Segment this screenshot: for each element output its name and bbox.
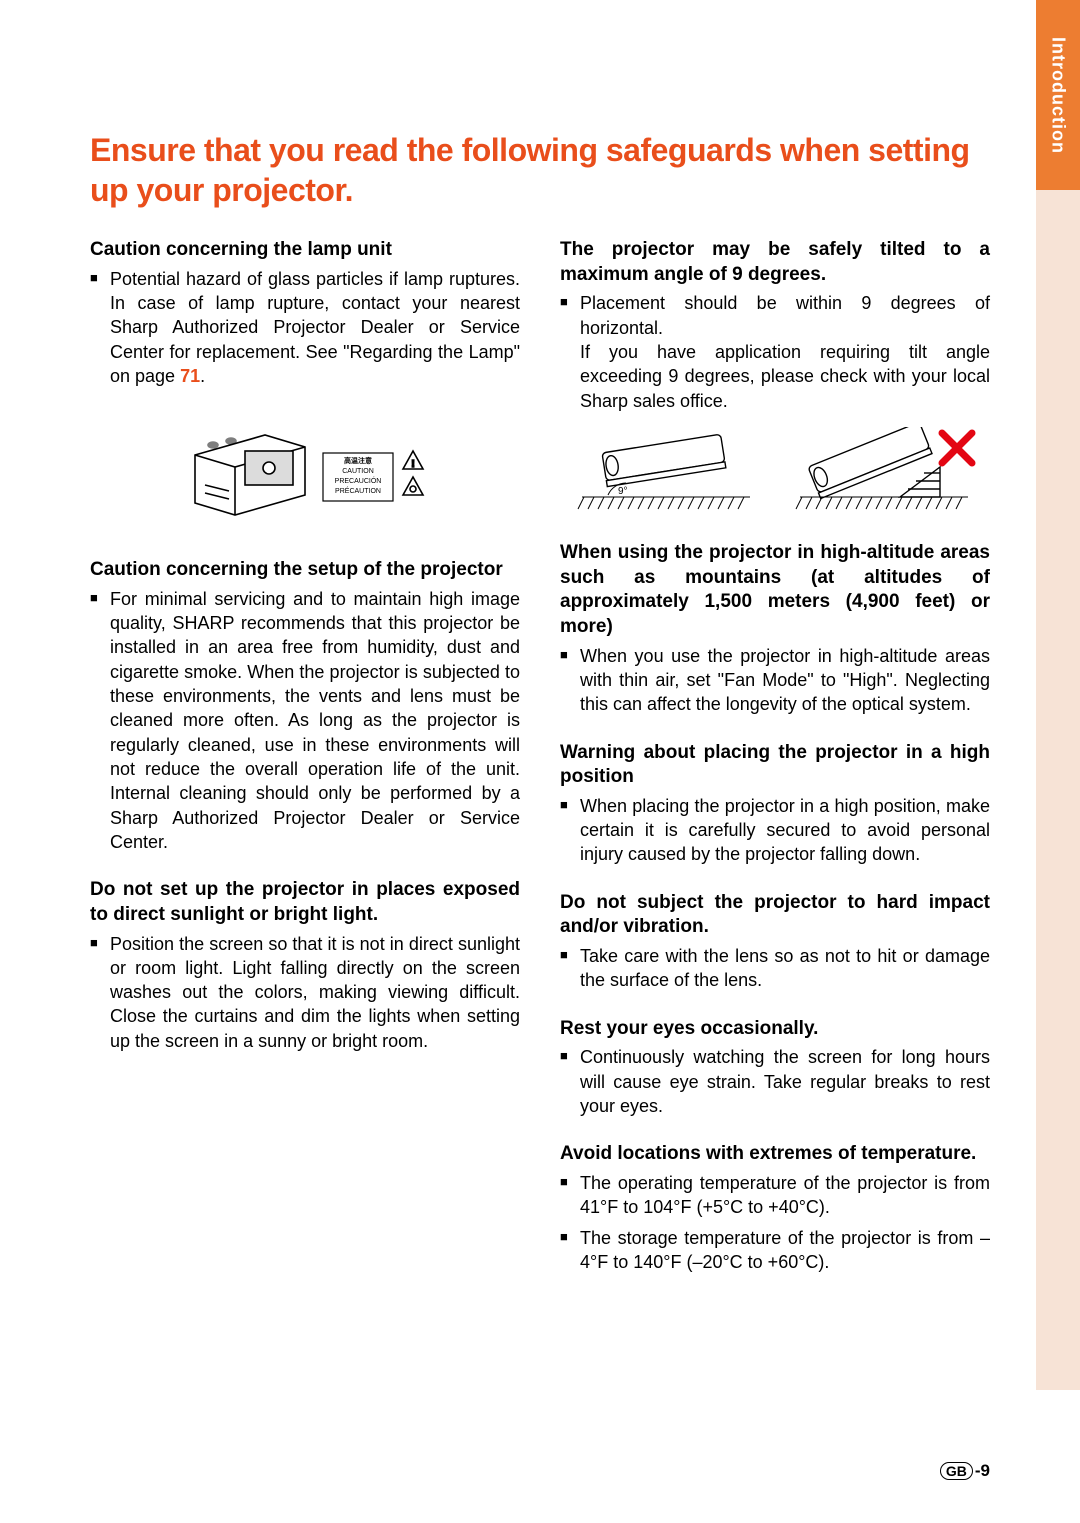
caution-label-fr: PRÉCAUTION — [335, 486, 381, 495]
section-body-list: Placement should be within 9 degrees of … — [560, 291, 990, 412]
section-body-list: Potential hazard of glass particles if l… — [90, 267, 520, 388]
svg-text:!: ! — [411, 459, 414, 470]
columns: Caution concerning the lamp unit Potenti… — [90, 238, 990, 1298]
caution-label-en: CAUTION — [342, 468, 374, 475]
section-body-list: Continuously watching the screen for lon… — [560, 1045, 990, 1118]
tilt-bad-panel — [790, 427, 978, 517]
cross-icon — [942, 433, 972, 463]
section-title: Rest your eyes occasionally. — [560, 1017, 990, 1042]
list-item: Continuously watching the screen for lon… — [580, 1045, 990, 1118]
section-body-list: Position the screen so that it is not in… — [90, 932, 520, 1053]
section-title: Do not set up the projector in places ex… — [90, 878, 520, 927]
section-body-list: Take care with the lens so as not to hit… — [560, 944, 990, 993]
list-item: When you use the projector in high-altit… — [580, 644, 990, 717]
section-title: Caution concerning the setup of the proj… — [90, 558, 520, 583]
list-item: Placement should be within 9 degrees of … — [580, 291, 990, 412]
section-setup: Caution concerning the setup of the proj… — [90, 558, 520, 854]
list-item: For minimal servicing and to maintain hi… — [110, 587, 520, 854]
section-impact: Do not subject the projector to hard imp… — [560, 891, 990, 993]
page-reference[interactable]: 71 — [180, 366, 200, 386]
section-tilt: The projector may be safely tilted to a … — [560, 238, 990, 413]
side-tab-inactive — [1036, 190, 1080, 1390]
body-text: If you have application requiring tilt a… — [580, 342, 990, 411]
page-region-badge: GB — [940, 1462, 973, 1480]
list-item: Take care with the lens so as not to hit… — [580, 944, 990, 993]
section-title: Warning about placing the projector in a… — [560, 741, 990, 790]
side-tab: Introduction — [1036, 0, 1080, 1390]
side-tab-label: Introduction — [1048, 37, 1069, 154]
body-text: Placement should be within 9 degrees of … — [580, 293, 990, 337]
section-title: When using the projector in high-altitud… — [560, 541, 990, 640]
body-text-tail: . — [200, 366, 205, 386]
caution-label-jp: 高温注意 — [344, 456, 372, 465]
tilt-figure: 9° — [560, 427, 990, 517]
tilt-angle-label: 9° — [618, 486, 628, 497]
page-content: Ensure that you read the following safeg… — [90, 130, 990, 1298]
section-title: Caution concerning the lamp unit — [90, 238, 520, 263]
list-item: The operating temperature of the project… — [580, 1171, 990, 1220]
section-lamp: Caution concerning the lamp unit Potenti… — [90, 238, 520, 388]
section-sunlight: Do not set up the projector in places ex… — [90, 878, 520, 1053]
page-num-value: -9 — [975, 1461, 990, 1480]
section-altitude: When using the projector in high-altitud… — [560, 541, 990, 717]
side-tab-active: Introduction — [1036, 0, 1080, 190]
lamp-unit-figure: 高温注意 CAUTION PRECAUCIÓN PRÉCAUTION ! — [90, 412, 520, 532]
list-item: Potential hazard of glass particles if l… — [110, 267, 520, 388]
section-title: Avoid locations with extremes of tempera… — [560, 1142, 990, 1167]
tilt-ok-panel: 9° — [572, 427, 760, 517]
caution-label-es: PRECAUCIÓN — [335, 476, 382, 485]
section-title: The projector may be safely tilted to a … — [560, 238, 990, 287]
section-title: Do not subject the projector to hard imp… — [560, 891, 990, 940]
list-item: When placing the projector in a high pos… — [580, 794, 990, 867]
body-text: Potential hazard of glass particles if l… — [110, 269, 520, 386]
right-column: The projector may be safely tilted to a … — [560, 238, 990, 1298]
main-heading: Ensure that you read the following safeg… — [90, 130, 990, 210]
left-column: Caution concerning the lamp unit Potenti… — [90, 238, 520, 1298]
list-item: The storage temperature of the projector… — [580, 1226, 990, 1275]
section-body-list: For minimal servicing and to maintain hi… — [90, 587, 520, 854]
section-high-position: Warning about placing the projector in a… — [560, 741, 990, 867]
section-body-list: The operating temperature of the project… — [560, 1171, 990, 1274]
page-number: GB-9 — [940, 1461, 990, 1481]
section-temperature: Avoid locations with extremes of tempera… — [560, 1142, 990, 1274]
section-eyes: Rest your eyes occasionally. Continuousl… — [560, 1017, 990, 1119]
list-item: Position the screen so that it is not in… — [110, 932, 520, 1053]
section-body-list: When placing the projector in a high pos… — [560, 794, 990, 867]
section-body-list: When you use the projector in high-altit… — [560, 644, 990, 717]
